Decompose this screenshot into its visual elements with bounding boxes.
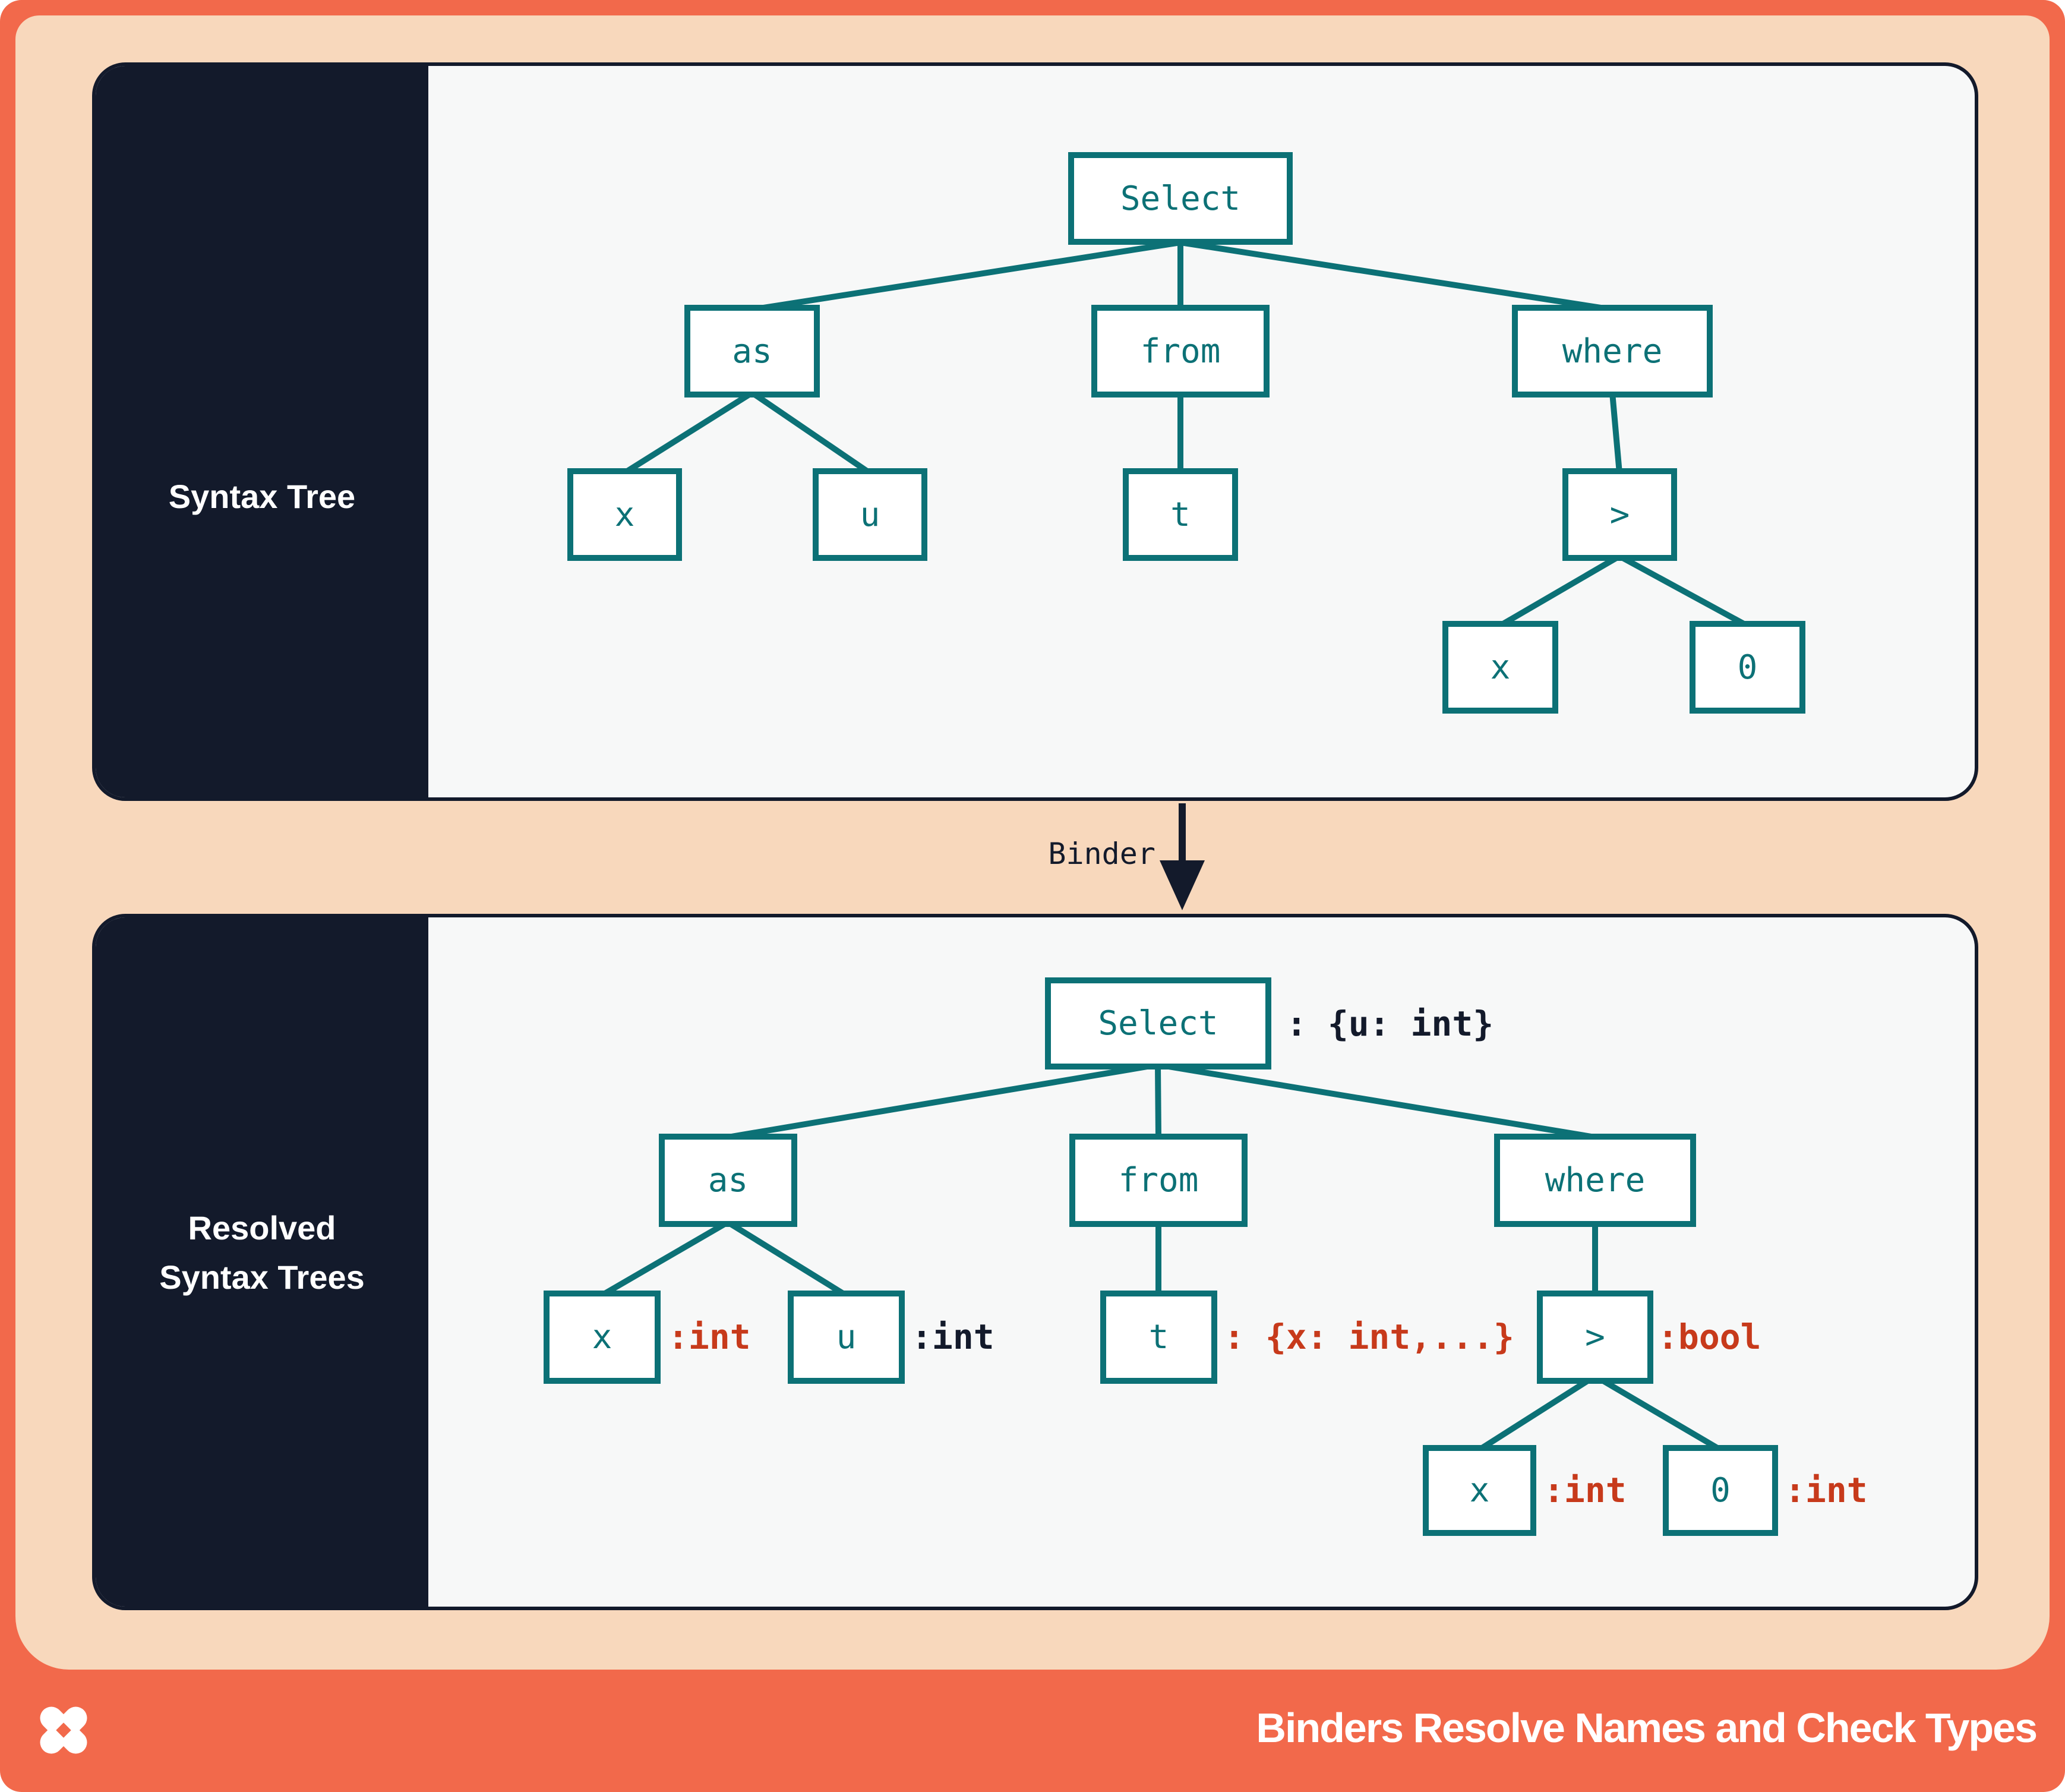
resolved-syntax-trees-panel: Resolved Syntax Trees	[92, 914, 1978, 1610]
node-gt-top: >	[1562, 468, 1677, 561]
node-x2-top: x	[1442, 621, 1558, 714]
type-annotation-x: :int	[668, 1317, 751, 1357]
node-where-top: where	[1512, 305, 1713, 397]
node-x-bottom: x	[544, 1291, 661, 1384]
node-as-top: as	[684, 305, 820, 397]
node-from-top: from	[1091, 305, 1270, 397]
resolved-panel-label-line2: Syntax Trees	[159, 1258, 365, 1296]
type-annotation-select: : {u: int}	[1286, 1004, 1494, 1044]
resolved-panel-label-line1: Resolved	[188, 1209, 336, 1247]
type-annotation-u: :int	[911, 1317, 994, 1357]
type-annotation-t: : {x: int,...}	[1224, 1317, 1514, 1357]
node-from-bottom: from	[1069, 1134, 1248, 1227]
type-annotation-gt: :bool	[1657, 1317, 1761, 1357]
resolved-syntax-trees-sidebar	[96, 917, 428, 1607]
node-t-bottom: t	[1100, 1291, 1217, 1384]
node-zero-top: 0	[1690, 621, 1805, 714]
node-gt-bottom: >	[1537, 1291, 1653, 1384]
footer-title: Binders Resolve Names and Check Types	[1256, 1705, 2038, 1751]
node-x2-bottom: x	[1423, 1445, 1536, 1536]
node-t-top: t	[1123, 468, 1238, 561]
type-annotation-x2: :int	[1543, 1470, 1627, 1510]
node-x-top: x	[567, 468, 682, 561]
node-select-top: Select	[1068, 152, 1293, 245]
node-zero-bottom: 0	[1663, 1445, 1778, 1536]
syntax-tree-sidebar	[96, 66, 428, 797]
node-where-bottom: where	[1494, 1134, 1696, 1227]
node-u-top: u	[813, 468, 927, 561]
node-select-bottom: Select	[1045, 977, 1271, 1069]
node-as-bottom: as	[659, 1134, 797, 1227]
binder-label: Binder	[1048, 837, 1155, 871]
syntax-tree-panel: Syntax Tree	[92, 62, 1978, 801]
node-u-bottom: u	[788, 1291, 905, 1384]
x-pinwheel-icon	[40, 1706, 87, 1754]
syntax-tree-panel-label: Syntax Tree	[168, 478, 356, 515]
type-annotation-zero: :int	[1785, 1470, 1868, 1510]
